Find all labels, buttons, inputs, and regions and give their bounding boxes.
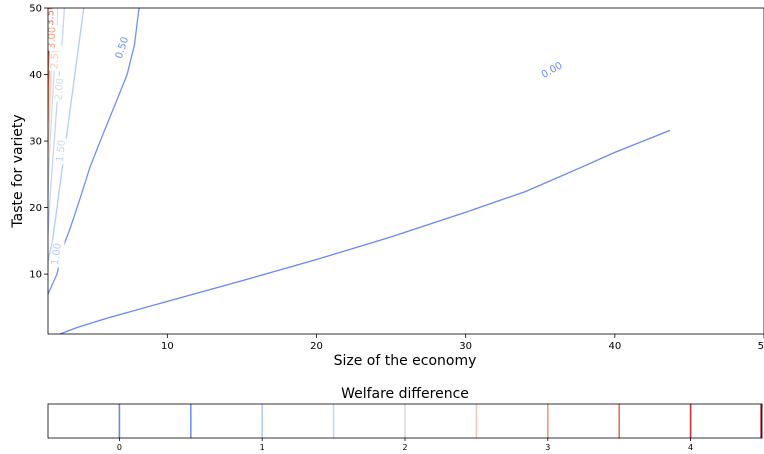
contour-label: 1.00 (50, 242, 64, 266)
contour-line (48, 8, 66, 235)
x-tick-label: 40 (608, 341, 621, 352)
plot-frame (47, 7, 764, 335)
contour-label-bg (48, 44, 63, 72)
colorbar-tick-label: 2 (402, 443, 407, 452)
colorbar-title: Welfare difference (341, 386, 469, 402)
y-tick-label: 20 (29, 203, 42, 214)
contour-labels: 0.000.501.001.502.002.503.003.50 (45, 3, 567, 268)
contour-label-bg (112, 33, 133, 63)
contour-label-bg (53, 75, 67, 103)
contour-label-bg (537, 58, 567, 83)
y-axis-label: Taste for variety (10, 114, 26, 228)
contour-label: 2.00 (54, 78, 67, 101)
colorbar-tick-label: 1 (260, 443, 265, 452)
x-axis-label: Size of the economy (334, 353, 477, 369)
y-tick-label: 40 (29, 70, 42, 81)
contour-lines (48, 8, 671, 334)
y-axis-ticks: 10 20 30 40 50 (29, 4, 48, 281)
x-tick-label: 50 (758, 341, 764, 352)
contour-label: 0.00 (540, 60, 565, 81)
contour-label: 2.50 (49, 46, 61, 69)
colorbar-ticks: 0 1 2 3 4 (117, 438, 693, 452)
x-axis-ticks: 10 20 30 40 50 (161, 334, 764, 352)
colorbar-lines (118, 404, 763, 438)
x-tick-label: 10 (161, 341, 174, 352)
colorbar-tick-label: 4 (688, 443, 693, 452)
colorbar-tick-label: 3 (545, 443, 550, 452)
x-tick-label: 20 (310, 341, 323, 352)
x-tick-label: 30 (459, 341, 472, 352)
contour-label-bg (54, 137, 69, 165)
y-tick-label: 10 (29, 270, 42, 281)
contour-label: 3.00 (47, 27, 59, 50)
y-tick-label: 50 (29, 4, 42, 15)
contour-label: 3.50 (45, 3, 57, 26)
contour-line (59, 129, 671, 334)
contour-label-bg (49, 240, 65, 268)
contour-label-bg (48, 24, 59, 52)
contour-label: 1.50 (55, 139, 68, 162)
colorbar-tick-label: 0 (117, 443, 122, 452)
y-tick-label: 30 (29, 137, 42, 148)
